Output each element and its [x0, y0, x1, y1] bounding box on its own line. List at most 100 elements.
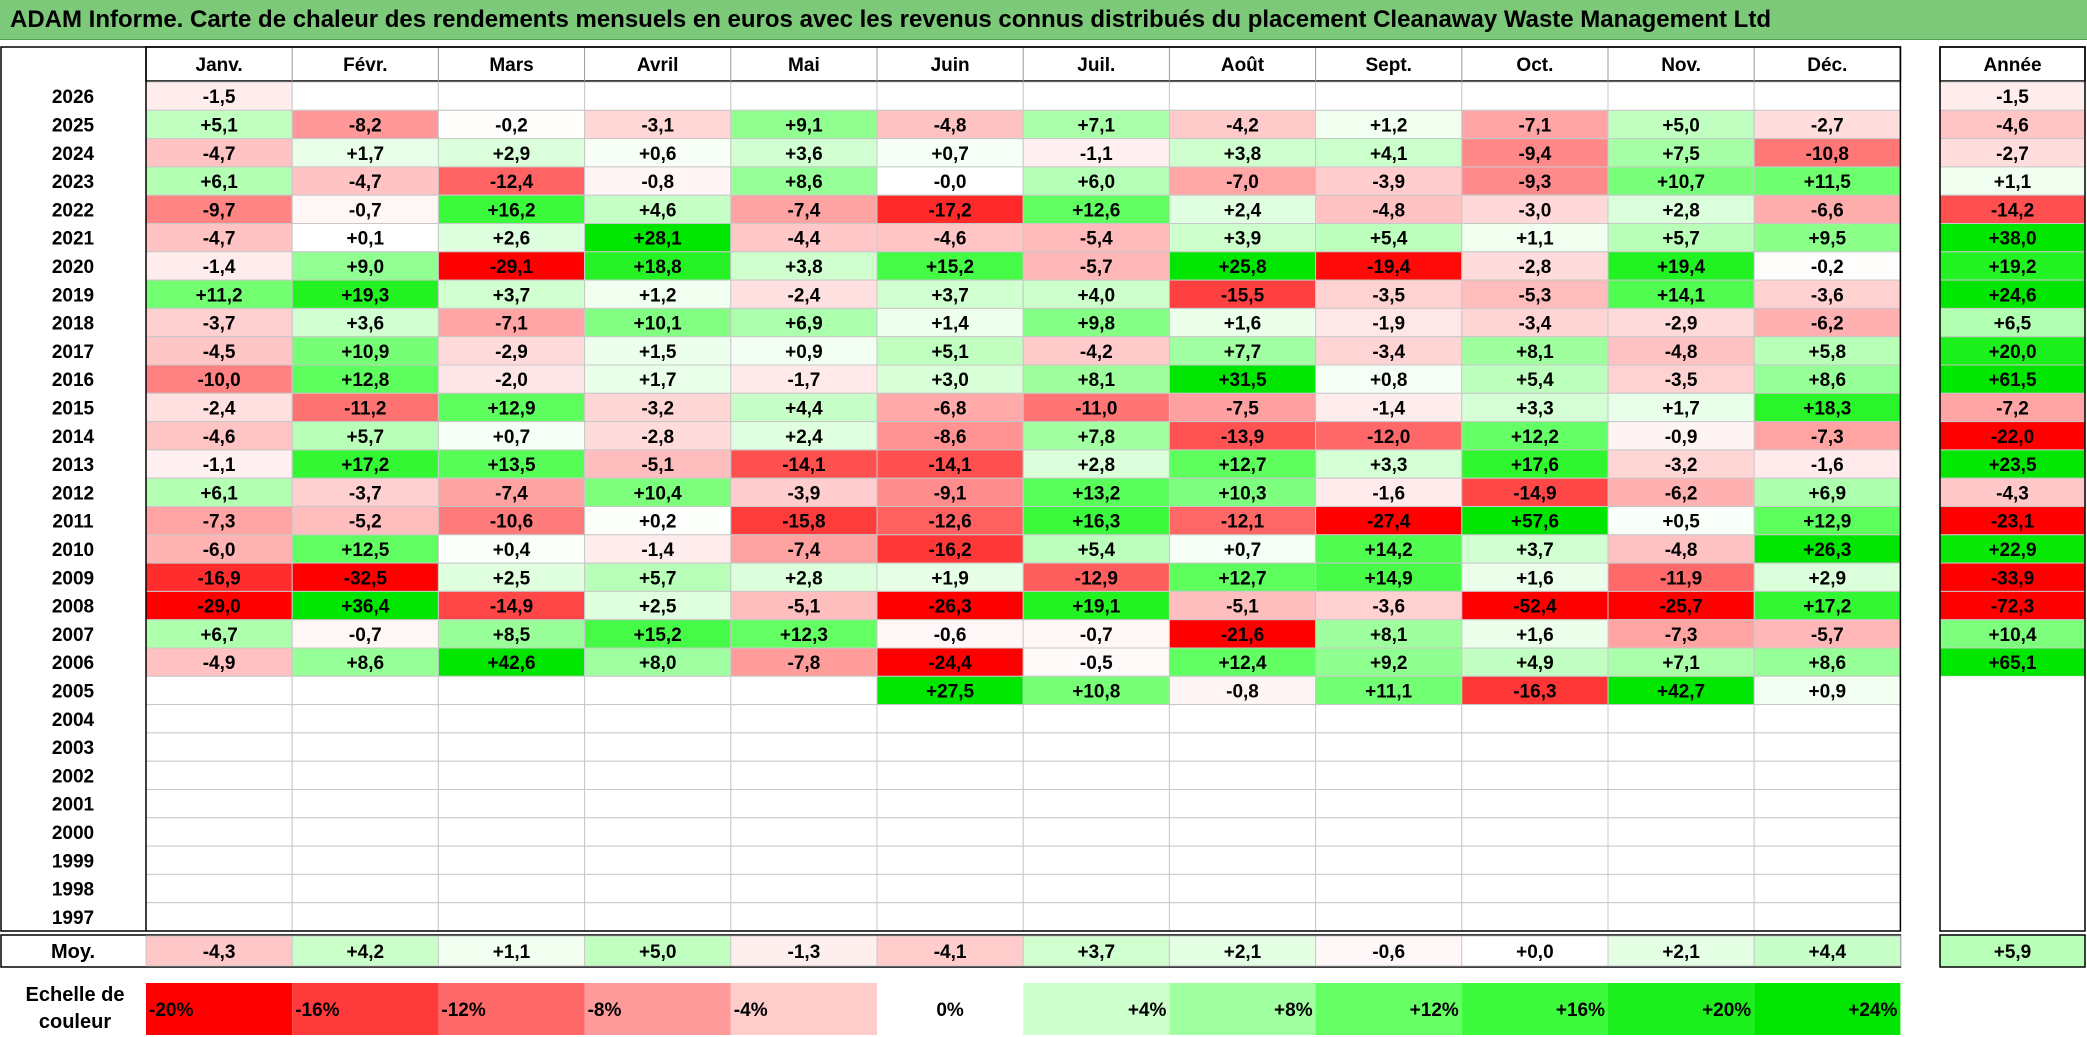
year-label: 2016 — [52, 370, 94, 391]
heatmap-cell — [291, 109, 439, 140]
heatmap-cell — [1461, 873, 1609, 904]
heatmap-cell — [437, 732, 586, 762]
heatmap-cell — [1753, 166, 1901, 196]
heatmap-cell — [730, 251, 878, 281]
cell-value: +2,8 — [1078, 455, 1116, 476]
heatmap-cell — [1753, 704, 1901, 734]
cell-value: +1,2 — [1370, 115, 1408, 136]
heatmap-cell — [1315, 109, 1463, 140]
heatmap-cell — [730, 392, 878, 423]
heatmap-cell — [1753, 194, 1901, 224]
heatmap-cell — [291, 364, 439, 394]
heatmap-cell — [291, 562, 439, 592]
cell-value: -1,6 — [1372, 483, 1405, 504]
cell-value: +2,5 — [639, 597, 677, 618]
heatmap-cell — [730, 506, 878, 536]
heatmap-cell — [730, 704, 878, 734]
cell-value: +1,6 — [1516, 568, 1554, 589]
cell-value: +6,9 — [1809, 483, 1847, 504]
cell-value: -4,6 — [203, 427, 236, 448]
cell-value: +0,1 — [347, 229, 385, 250]
average-label: Moy. — [51, 941, 95, 963]
cell-value: -16,3 — [1513, 681, 1556, 702]
average-value: +3,7 — [1078, 942, 1116, 963]
heatmap-cell — [437, 817, 586, 847]
cell-value: -29,1 — [490, 257, 534, 278]
cell-value: +5,4 — [1078, 540, 1116, 561]
cell-value: -16,9 — [197, 568, 240, 589]
average-value: +0,0 — [1516, 942, 1554, 963]
heatmap-cell — [1168, 138, 1317, 168]
annual-value: -7,2 — [1996, 398, 2029, 419]
cell-value: -32,5 — [344, 568, 388, 589]
heatmap-cell — [291, 732, 439, 762]
heatmap-cell — [437, 166, 586, 196]
heatmap-cell — [1607, 760, 1755, 791]
cell-value: +6,0 — [1078, 172, 1116, 193]
heatmap-cell — [876, 873, 1024, 904]
cell-value: +12,6 — [1072, 200, 1120, 221]
heatmap-cell — [1022, 590, 1170, 621]
heatmap-cell — [1315, 336, 1463, 366]
annual-cell — [1940, 817, 2085, 847]
heatmap-cell — [584, 902, 732, 932]
cell-value: +1,4 — [931, 314, 969, 335]
average-cell — [876, 935, 1024, 967]
heatmap-cell — [145, 590, 293, 621]
cell-value: -6,0 — [203, 540, 236, 561]
cell-value: -4,7 — [203, 229, 236, 250]
average-value: +2,1 — [1662, 942, 1700, 963]
cell-value: +1,7 — [639, 370, 677, 391]
annual-value: +19,2 — [1988, 257, 2036, 278]
average-cell — [1753, 935, 1901, 967]
year-label: 2017 — [52, 342, 94, 363]
heatmap-cell — [730, 619, 878, 649]
cell-value: -4,8 — [1665, 342, 1698, 363]
heatmap-cell — [1461, 732, 1609, 762]
scale-label: +24% — [1848, 1000, 1897, 1021]
cell-value: +14,1 — [1657, 285, 1706, 306]
heatmap-cell — [1168, 817, 1317, 847]
heatmap-cell — [1607, 817, 1755, 847]
year-label: 1999 — [52, 851, 94, 872]
cell-value: -25,7 — [1659, 597, 1702, 618]
heatmap-cell — [730, 421, 878, 451]
cell-value: -1,4 — [203, 257, 236, 278]
heatmap-cell — [291, 675, 439, 706]
heatmap-cell — [1753, 392, 1901, 423]
heatmap-cell — [584, 477, 732, 508]
heatmap-cell — [1753, 789, 1901, 819]
cell-value: -7,4 — [788, 200, 821, 221]
scale-swatch — [1461, 983, 1608, 1035]
heatmap-cell — [1607, 81, 1755, 111]
cell-value: +5,7 — [347, 427, 385, 448]
cell-value: +9,0 — [347, 257, 385, 278]
heatmap-cell — [291, 251, 439, 281]
cell-value: +18,3 — [1803, 398, 1851, 419]
cell-value: -0,2 — [1811, 257, 1844, 278]
scale-swatch — [438, 983, 585, 1035]
cell-value: +14,9 — [1365, 568, 1413, 589]
cell-value: +3,7 — [1516, 540, 1554, 561]
cell-value: -0,7 — [349, 200, 382, 221]
cell-value: -3,5 — [1372, 285, 1405, 306]
heatmap-cell — [1315, 506, 1463, 536]
heatmap-cell — [1022, 81, 1170, 111]
year-label: 2021 — [52, 229, 95, 250]
heatmap-cell — [1315, 534, 1463, 564]
year-label: 2026 — [52, 87, 94, 108]
cell-value: -12,4 — [490, 172, 534, 193]
heatmap-cell — [876, 138, 1024, 168]
heatmap-cell — [1461, 647, 1609, 677]
cell-value: -3,2 — [641, 398, 674, 419]
month-header: Déc. — [1807, 55, 1847, 76]
year-label: 2009 — [52, 568, 94, 589]
heatmap-cell — [584, 223, 732, 253]
heatmap-cell — [1753, 336, 1901, 366]
cell-value: -10,6 — [490, 512, 533, 533]
heatmap-cell — [876, 251, 1024, 281]
cell-value: +4,6 — [639, 200, 677, 221]
heatmap-cell — [1315, 307, 1463, 338]
month-header: Sept. — [1365, 55, 1411, 76]
year-label: 2012 — [52, 483, 94, 504]
